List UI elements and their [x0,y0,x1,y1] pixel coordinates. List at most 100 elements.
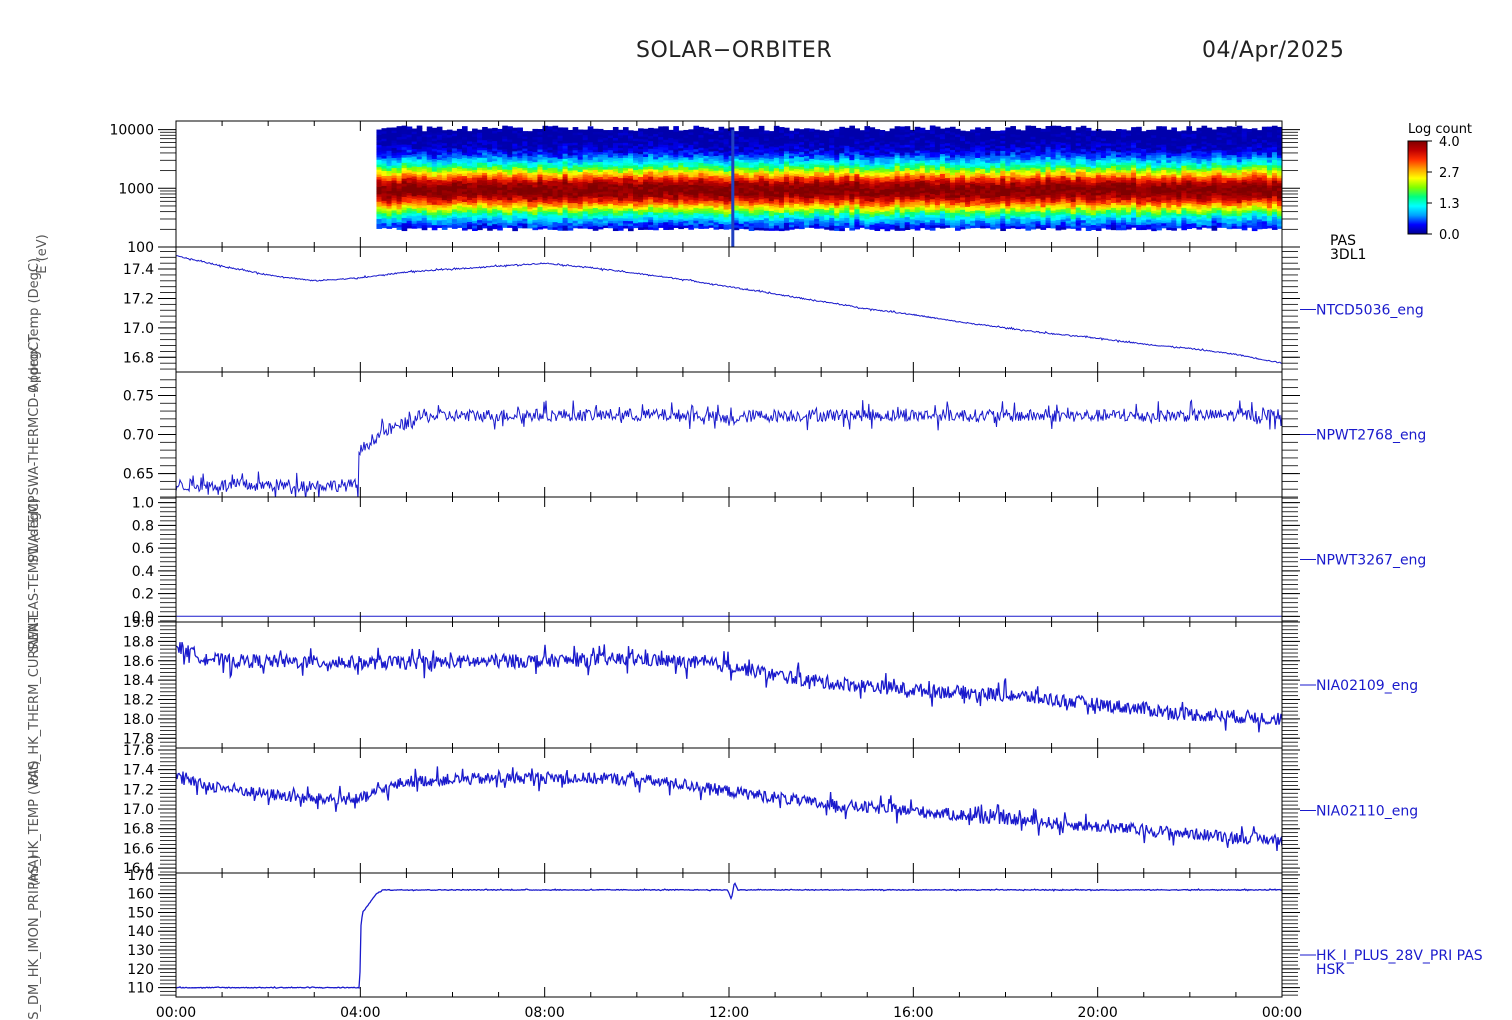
spectrogram-cell [919,220,926,224]
spectrogram-cell [909,152,916,156]
spectrogram-cell [411,218,418,222]
spectrogram-cell [557,207,564,211]
spectrogram-cell [522,164,528,168]
spectrogram-cell [919,127,926,131]
spectrogram-cell [522,184,528,188]
spectrogram-cell [693,158,700,163]
spectrogram-cell [778,222,785,226]
spectrogram-cell [995,201,1001,205]
spectrogram-cell [617,207,624,211]
spectrogram-cell [472,212,478,216]
spectrogram-cell [698,147,705,151]
spectrogram-cell [451,152,458,156]
spectrogram-cell [401,146,408,150]
spectrogram-cell [436,209,443,213]
spectrogram-cell [718,203,725,207]
spectrogram-cell [799,218,805,222]
spectrogram-cell [396,154,403,158]
spectrogram-cell [557,183,564,188]
spectrogram-cell [572,137,579,141]
spectrogram-cell [552,208,559,212]
spectrogram-cell [683,142,689,146]
spectrogram-cell [517,130,523,134]
spectrogram-cell [924,137,931,141]
spectrogram-cell [497,181,503,186]
spectrogram-cell [849,130,855,135]
spectrogram-cell [416,199,423,203]
spectrogram-cell [562,137,569,141]
spectrogram-cell [406,172,413,176]
spectrogram-cell [482,197,488,201]
spectrogram-cell [658,186,664,191]
spectrogram-cell [673,209,679,213]
spectrogram-cell [416,215,423,219]
spectrogram-cell [874,177,881,181]
spectrogram-cell [768,160,775,164]
spectrogram-cell [909,147,916,151]
spectrogram-cell [542,146,549,150]
spectrogram-cell [602,161,609,165]
spectrogram-cell [939,168,946,172]
spectrogram-cell [376,201,383,205]
spectrogram-cell [426,144,433,148]
spectrogram-cell [517,172,523,176]
spectrogram-cell [482,225,488,229]
spectrogram-cell [507,166,513,170]
spectrogram-cell [522,155,528,159]
spectrogram-cell [653,156,659,160]
spectrogram-cell [678,179,684,183]
spectrogram-cell [970,178,976,182]
spectrogram-cell [814,178,820,182]
spectrogram-cell [794,183,800,187]
spectrogram-cell [788,192,795,196]
spectrogram-cell [819,162,825,166]
spectrogram-cell [456,151,463,155]
spectrogram-cell [794,168,800,172]
spectrogram-cell [738,179,745,183]
spectrogram-cell [552,206,559,210]
spectrogram-cell [864,223,871,227]
spectrogram-cell [512,166,518,170]
spectrogram-cell [914,175,921,179]
spectrogram-cell [869,152,876,156]
spectrogram-cell [532,186,539,190]
spectrogram-cell [653,163,659,167]
spectrogram-cell [436,146,443,150]
spectrogram-cell [693,212,700,216]
spectrogram-cell [723,219,730,223]
spectrogram-cell [436,154,443,158]
spectrogram-cell [421,168,428,172]
spectrogram-cell [980,222,986,226]
spectrogram-cell [577,159,584,163]
spectrogram-cell [648,127,654,132]
spectrogram-cell [713,209,720,213]
spectrogram-cell [698,137,705,141]
spectrogram-cell [809,150,815,154]
spectrogram-cell [854,211,861,215]
spectrogram-cell [612,196,619,200]
spectrogram-cell [753,199,760,203]
spectrogram-cell [738,138,745,143]
spectrogram-cell [391,197,398,201]
spectrogram-cell [461,196,468,200]
spectrogram-cell [517,215,523,219]
spectrogram-cell [668,132,674,136]
spectrogram-cell [557,181,564,185]
spectrogram-cell [557,168,564,172]
spectrogram-cell [562,183,569,188]
spectrogram-cell [396,218,403,223]
spectrogram-cell [547,206,554,210]
spectrogram-cell [743,179,750,184]
spectrogram-cell [502,128,508,132]
spectrogram-cell [889,206,896,210]
spectrogram-cell [577,188,584,192]
spectrogram-cell [441,192,448,196]
spectrogram-cell [879,196,886,200]
spectrogram-cell [778,168,785,172]
spectrogram-cell [502,163,508,167]
spectrogram-cell [406,156,413,161]
spectrogram-cell [638,153,644,157]
spectrogram-cell [472,166,478,170]
spectrogram-cell [844,219,850,223]
spectrogram-cell [401,167,408,171]
